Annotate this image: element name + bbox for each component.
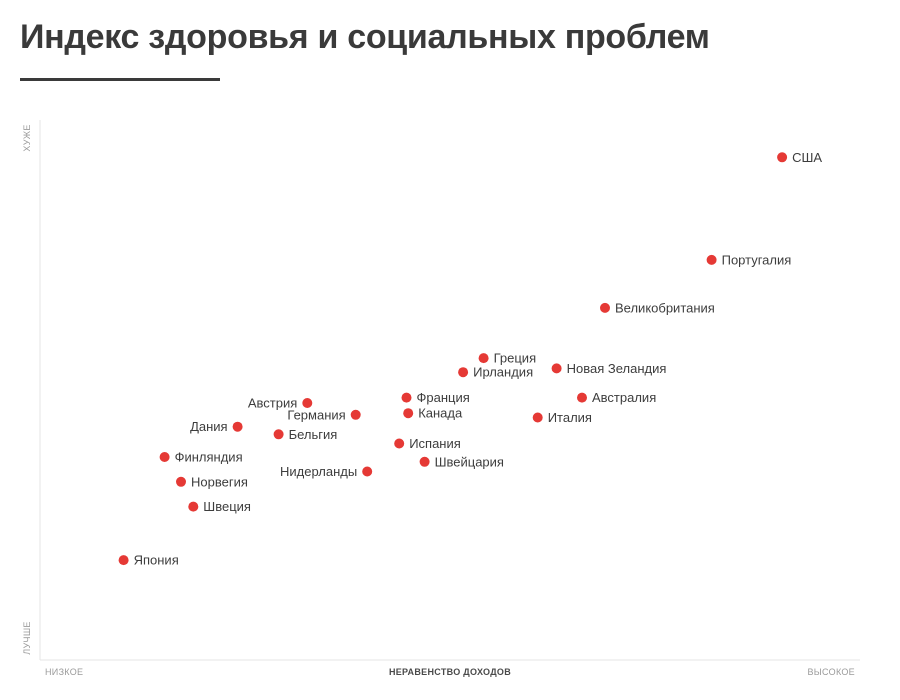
data-point (600, 302, 610, 313)
data-point (232, 421, 243, 432)
data-point (394, 438, 405, 449)
data-point-label: Нидерланды (280, 464, 357, 479)
data-point-label: Великобритания (615, 300, 715, 315)
title-underline (20, 78, 220, 81)
data-point (458, 367, 469, 378)
data-point-label: Канада (418, 406, 463, 421)
data-point (188, 501, 199, 512)
data-point-label: Португалия (722, 252, 792, 267)
x-axis-low-label: НИЗКОЕ (45, 667, 83, 677)
data-point (362, 466, 373, 477)
data-point (176, 476, 186, 487)
data-point-label: Австрия (248, 396, 297, 411)
data-point-label: Новая Зеландия (567, 361, 667, 376)
data-point (350, 409, 361, 420)
points-layer: США Португалия Великобритания Греция Новая З… (118, 150, 822, 568)
data-point (478, 353, 489, 364)
data-point-label: Финляндия (175, 450, 243, 465)
data-point (419, 456, 430, 467)
data-point (159, 452, 170, 462)
y-axis-low-label: ЛУЧШЕ (22, 621, 32, 654)
data-point (401, 392, 412, 403)
data-point-label: Франция (417, 390, 470, 405)
data-point-label: Япония (134, 553, 179, 568)
data-point (273, 429, 284, 440)
data-point (577, 392, 587, 403)
data-point (118, 555, 129, 566)
x-axis-high-label: ВЫСОКОЕ (807, 667, 855, 677)
data-point-label: Дания (190, 419, 228, 434)
data-point (302, 398, 313, 408)
data-point-label: Бельгия (289, 427, 338, 442)
y-axis-high-label: ХУЖЕ (22, 124, 32, 151)
data-point (551, 363, 562, 374)
data-point (706, 254, 717, 265)
data-point (403, 408, 414, 419)
data-point (532, 412, 543, 423)
data-point-label: США (792, 150, 822, 165)
data-point-label: Ирландия (473, 365, 533, 380)
data-point-label: Германия (287, 407, 345, 422)
data-point-label: Италия (548, 410, 592, 425)
data-point-label: Греция (494, 351, 537, 366)
data-point-label: Австралия (592, 390, 656, 405)
data-point-label: Швеция (203, 499, 251, 514)
x-axis-title: НЕРАВЕНСТВО ДОХОДОВ (389, 667, 511, 677)
data-point (777, 152, 788, 163)
page-title: Индекс здоровья и социальных проблем (20, 18, 710, 56)
data-point-label: Норвегия (191, 474, 248, 489)
data-point-label: Швейцария (435, 454, 504, 469)
data-point-label: Испания (409, 436, 461, 451)
